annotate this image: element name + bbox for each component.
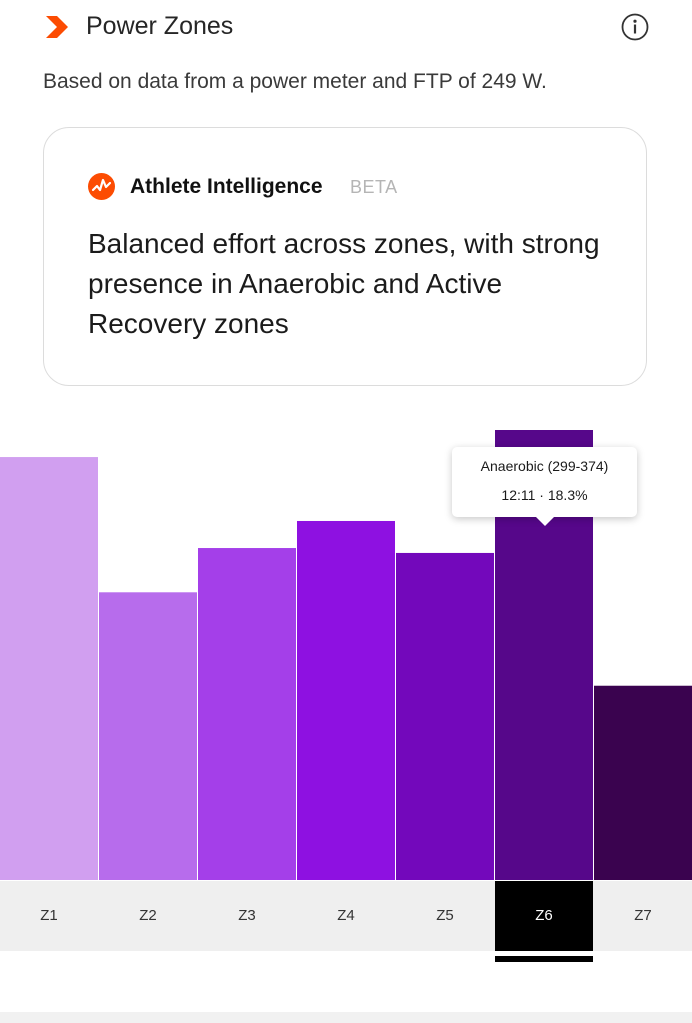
bar-z5[interactable] [396,552,494,880]
tab-z1[interactable]: Z1 [40,907,58,924]
tab-z7[interactable]: Z7 [634,907,652,924]
tab-z2[interactable]: Z2 [139,907,157,924]
ai-summary: Balanced effort across zones, with stron… [88,228,600,339]
power-zones-chart [0,430,692,880]
tab-z6[interactable]: Z6 [495,881,593,951]
tab-z4[interactable]: Z4 [337,907,355,924]
ftp-description: Based on data from a power meter and FTP… [43,70,547,93]
header: Power Zones [0,0,692,56]
tab-z3[interactable]: Z3 [238,907,256,924]
zone-tooltip: Anaerobic (299-374) 12:11 · 18.3% [452,447,637,526]
beta-badge: BETA [350,177,398,197]
bar-z7[interactable] [594,685,692,880]
selected-tab-indicator [495,956,593,962]
bar-z2[interactable] [99,592,197,880]
athlete-intelligence-card: Athlete Intelligence BETA Balanced effor… [43,127,647,386]
tooltip-value: 12:11 · 18.3% [501,487,588,503]
bar-z3[interactable] [198,548,296,880]
tab-z5[interactable]: Z5 [436,907,454,924]
bar-z4[interactable] [297,520,395,880]
tooltip-title: Anaerobic (299-374) [480,458,609,474]
chevron-logo-icon [46,16,68,38]
zone-tabs: Z1 Z2 Z3 Z4 Z5 Z6 Z7 [0,881,692,951]
ai-card-title: Athlete Intelligence [130,175,323,198]
athlete-intelligence-logo-icon [88,173,115,200]
bar-z1[interactable] [0,457,98,880]
bottom-divider [0,1012,692,1023]
page-title: Power Zones [86,12,234,40]
info-icon[interactable] [620,12,650,42]
